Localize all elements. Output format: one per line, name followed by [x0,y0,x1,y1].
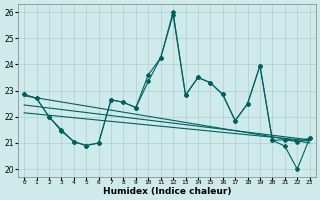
X-axis label: Humidex (Indice chaleur): Humidex (Indice chaleur) [103,187,231,196]
